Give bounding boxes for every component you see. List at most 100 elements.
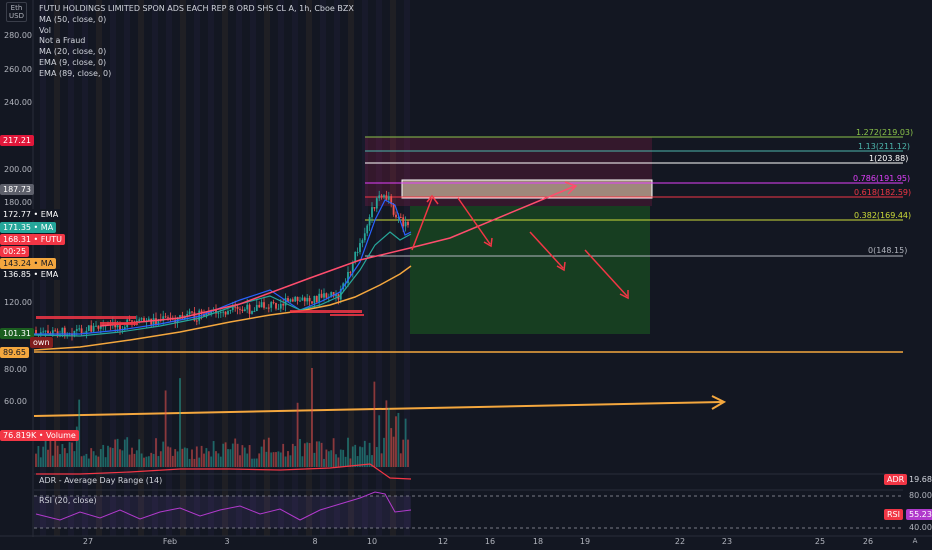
y-tick: 200.00: [4, 165, 32, 174]
candle-body: [303, 297, 306, 302]
legend-not-a-fraud[interactable]: Not a Fraud: [39, 36, 86, 46]
session-stripe: [320, 0, 326, 536]
candle-body: [263, 302, 265, 308]
volume-bar: [203, 453, 205, 467]
candle-body: [320, 293, 323, 298]
candle-body: [265, 307, 268, 309]
volume-bar: [308, 443, 311, 467]
volume-bar: [215, 451, 217, 467]
volume-bar: [42, 446, 45, 467]
candle-body: [330, 292, 333, 297]
adr-title[interactable]: ADR - Average Day Range (14): [39, 476, 163, 485]
volume-bar: [404, 418, 407, 467]
volume-bar: [260, 446, 263, 467]
candle-body: [296, 296, 299, 301]
volume-bar: [323, 458, 325, 467]
volume-bar: [217, 453, 220, 467]
x-tick: 12: [437, 537, 449, 546]
trend-line[interactable]: [99, 185, 576, 327]
volume-bar: [205, 448, 208, 467]
candle-body: [335, 294, 337, 297]
candle-body: [246, 304, 249, 310]
candle-body: [275, 302, 277, 309]
projection-arrows[interactable]: [411, 194, 629, 300]
fib-label: 0.382(169.44): [854, 211, 912, 220]
candle-body: [227, 310, 229, 315]
volume-bar: [339, 449, 342, 467]
x-tick: 25: [814, 537, 826, 546]
auto-scale-toggle[interactable]: A: [912, 537, 918, 545]
supply-zones: [36, 310, 364, 325]
candle-body: [164, 316, 167, 318]
volume-bar: [87, 458, 90, 467]
candle-body: [402, 217, 405, 227]
volume-bar: [368, 442, 371, 467]
volume-bar: [47, 449, 49, 467]
currency-box[interactable]: Eth USD: [6, 2, 27, 22]
session-stripe: [180, 0, 186, 536]
volume-bar: [263, 439, 265, 467]
volume-bar: [246, 453, 249, 467]
candle-body: [241, 309, 244, 311]
candle-body: [363, 233, 366, 241]
candle-body: [150, 318, 153, 325]
price-badge-countdown: 00:25: [0, 246, 30, 257]
volume-bar: [301, 456, 304, 467]
candle-body: [147, 318, 150, 322]
candle-body: [179, 315, 181, 318]
volume-bar: [155, 438, 157, 467]
volume-bar: [287, 451, 289, 467]
fib-label: 1.272(219.03): [856, 128, 914, 137]
candle-body: [35, 330, 37, 335]
legend-title[interactable]: FUTU HOLDINGS LIMITED SPON ADS EACH REP …: [39, 4, 354, 13]
legend-ema89[interactable]: EMA (89, close, 0): [39, 68, 112, 78]
volume-bar: [143, 457, 145, 467]
candle-body: [359, 243, 361, 252]
candle-body: [222, 311, 225, 313]
candle-body: [73, 330, 76, 336]
long-trend-arrow[interactable]: [33, 401, 723, 417]
volume-bar: [174, 449, 177, 467]
volume-bar: [347, 437, 349, 467]
legend-vol[interactable]: Vol: [39, 25, 51, 35]
legend-ma50[interactable]: MA (50, close, 0): [39, 14, 107, 24]
candle-body: [61, 327, 64, 335]
candle-body: [308, 297, 311, 302]
session-stripe: [362, 0, 368, 536]
session-stripe: [376, 0, 382, 536]
price-badge-ma2: 143.24 • MA: [0, 258, 57, 269]
volume-bar: [80, 456, 83, 467]
volume-bar: [395, 416, 397, 467]
fib-retracement[interactable]: [365, 136, 903, 257]
volume-bar: [193, 458, 196, 467]
candle-body: [248, 304, 251, 314]
currency-line2: USD: [9, 12, 24, 20]
legend-ma20[interactable]: MA (20, close, 0): [39, 47, 107, 57]
x-tick: 10: [366, 537, 378, 546]
x-tick: 3: [224, 537, 230, 546]
candle-body: [51, 330, 54, 335]
volume-bar: [128, 454, 131, 467]
volume-bar: [375, 447, 378, 467]
legend-ema9[interactable]: EMA (9, close, 0): [39, 57, 107, 67]
volume-bar: [195, 446, 198, 467]
volume-bar: [85, 453, 88, 467]
candle-body: [318, 293, 321, 303]
rsi-title[interactable]: RSI (20, close): [39, 496, 97, 505]
session-stripe: [138, 0, 144, 536]
candle-body: [368, 217, 371, 226]
price-badge-ma: 171.35 • MA: [0, 222, 57, 233]
volume-bar: [183, 447, 186, 467]
volume-bar: [272, 452, 275, 467]
candle-body: [95, 325, 97, 327]
candle-body: [128, 319, 131, 321]
session-stripe: [278, 0, 284, 536]
volume-bar: [51, 455, 54, 467]
volume-bar: [92, 451, 95, 467]
adr-line: [36, 463, 412, 480]
volume-bar: [234, 438, 237, 467]
candle-body: [44, 330, 47, 332]
candle-body: [236, 306, 239, 309]
volume-bar: [59, 454, 61, 467]
